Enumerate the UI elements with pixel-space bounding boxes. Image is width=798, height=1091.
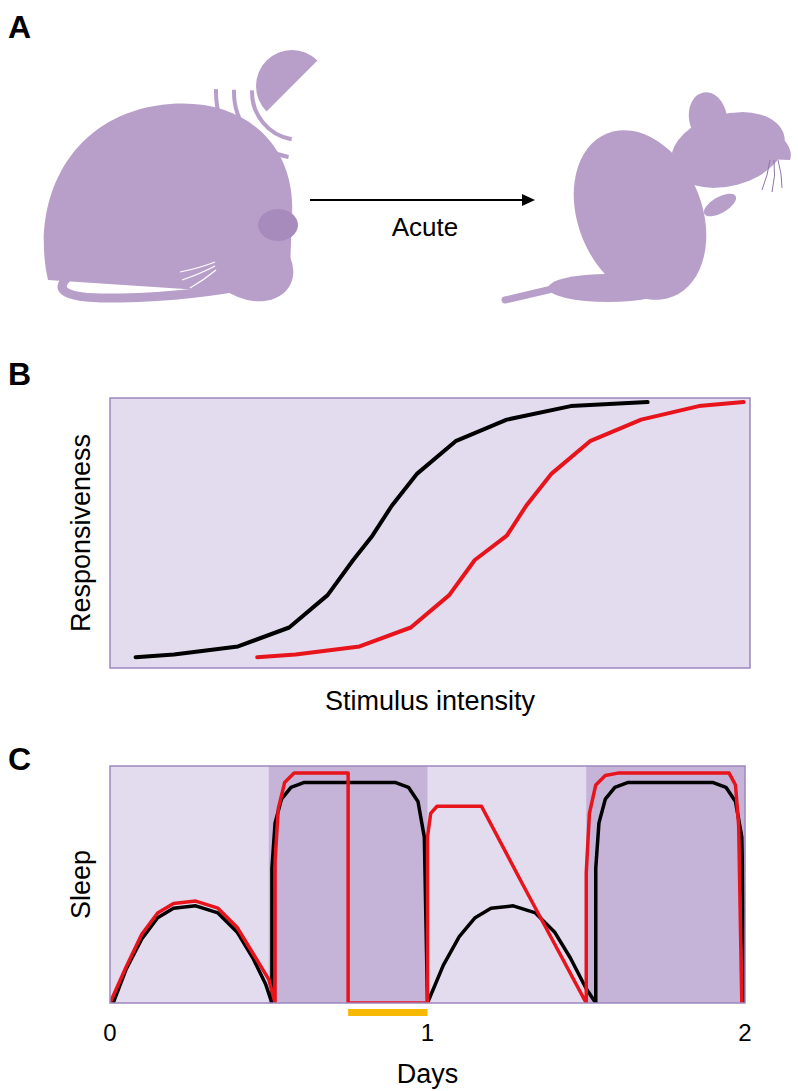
panel-label: B [8,356,31,392]
x-axis-label: Days [397,1059,459,1089]
whiskers [180,262,216,288]
y-axis-label: Sleep [66,850,96,919]
paw [700,189,739,221]
panel-label: C [8,741,31,777]
sound-wave [234,90,289,157]
arrow-head [522,194,535,206]
x-axis-label: Stimulus intensity [325,686,536,716]
arrow-label: Acute [392,212,459,242]
plot-frame [110,766,745,1003]
whisker [772,160,775,192]
head [663,100,794,200]
whisker [190,270,216,288]
line [136,402,648,657]
x-tick-label: 2 [738,1019,751,1046]
plot-background [110,766,745,1003]
dark-period [586,766,745,1003]
plot-background [110,398,750,668]
series-group [110,773,745,1003]
awake-mouse [505,89,793,320]
series-group [136,402,744,657]
snout [760,128,791,160]
sleeping-mouse [44,104,308,318]
whisker [180,262,215,272]
x-tick-label: 1 [421,1019,434,1046]
figure: A Acute B Stimulus intensity Responsiveness C… [0,0,798,1091]
whisker [778,160,782,188]
ear [258,209,298,241]
panel-label: A [8,9,31,45]
plot-frame [110,398,750,668]
head [188,207,307,317]
sound-waves [216,89,292,175]
whisker [762,160,770,190]
line [110,773,742,1003]
line [257,402,743,657]
whisker [182,266,215,280]
sound-wave [252,90,292,139]
arrow [310,199,525,201]
whiskers [762,160,782,192]
y-axis-label: Responsiveness [66,434,96,632]
sound-wave [216,89,285,175]
x-tick-label: 0 [103,1019,116,1046]
ear [685,89,731,147]
sleep-deprivation-bar [348,1009,427,1016]
